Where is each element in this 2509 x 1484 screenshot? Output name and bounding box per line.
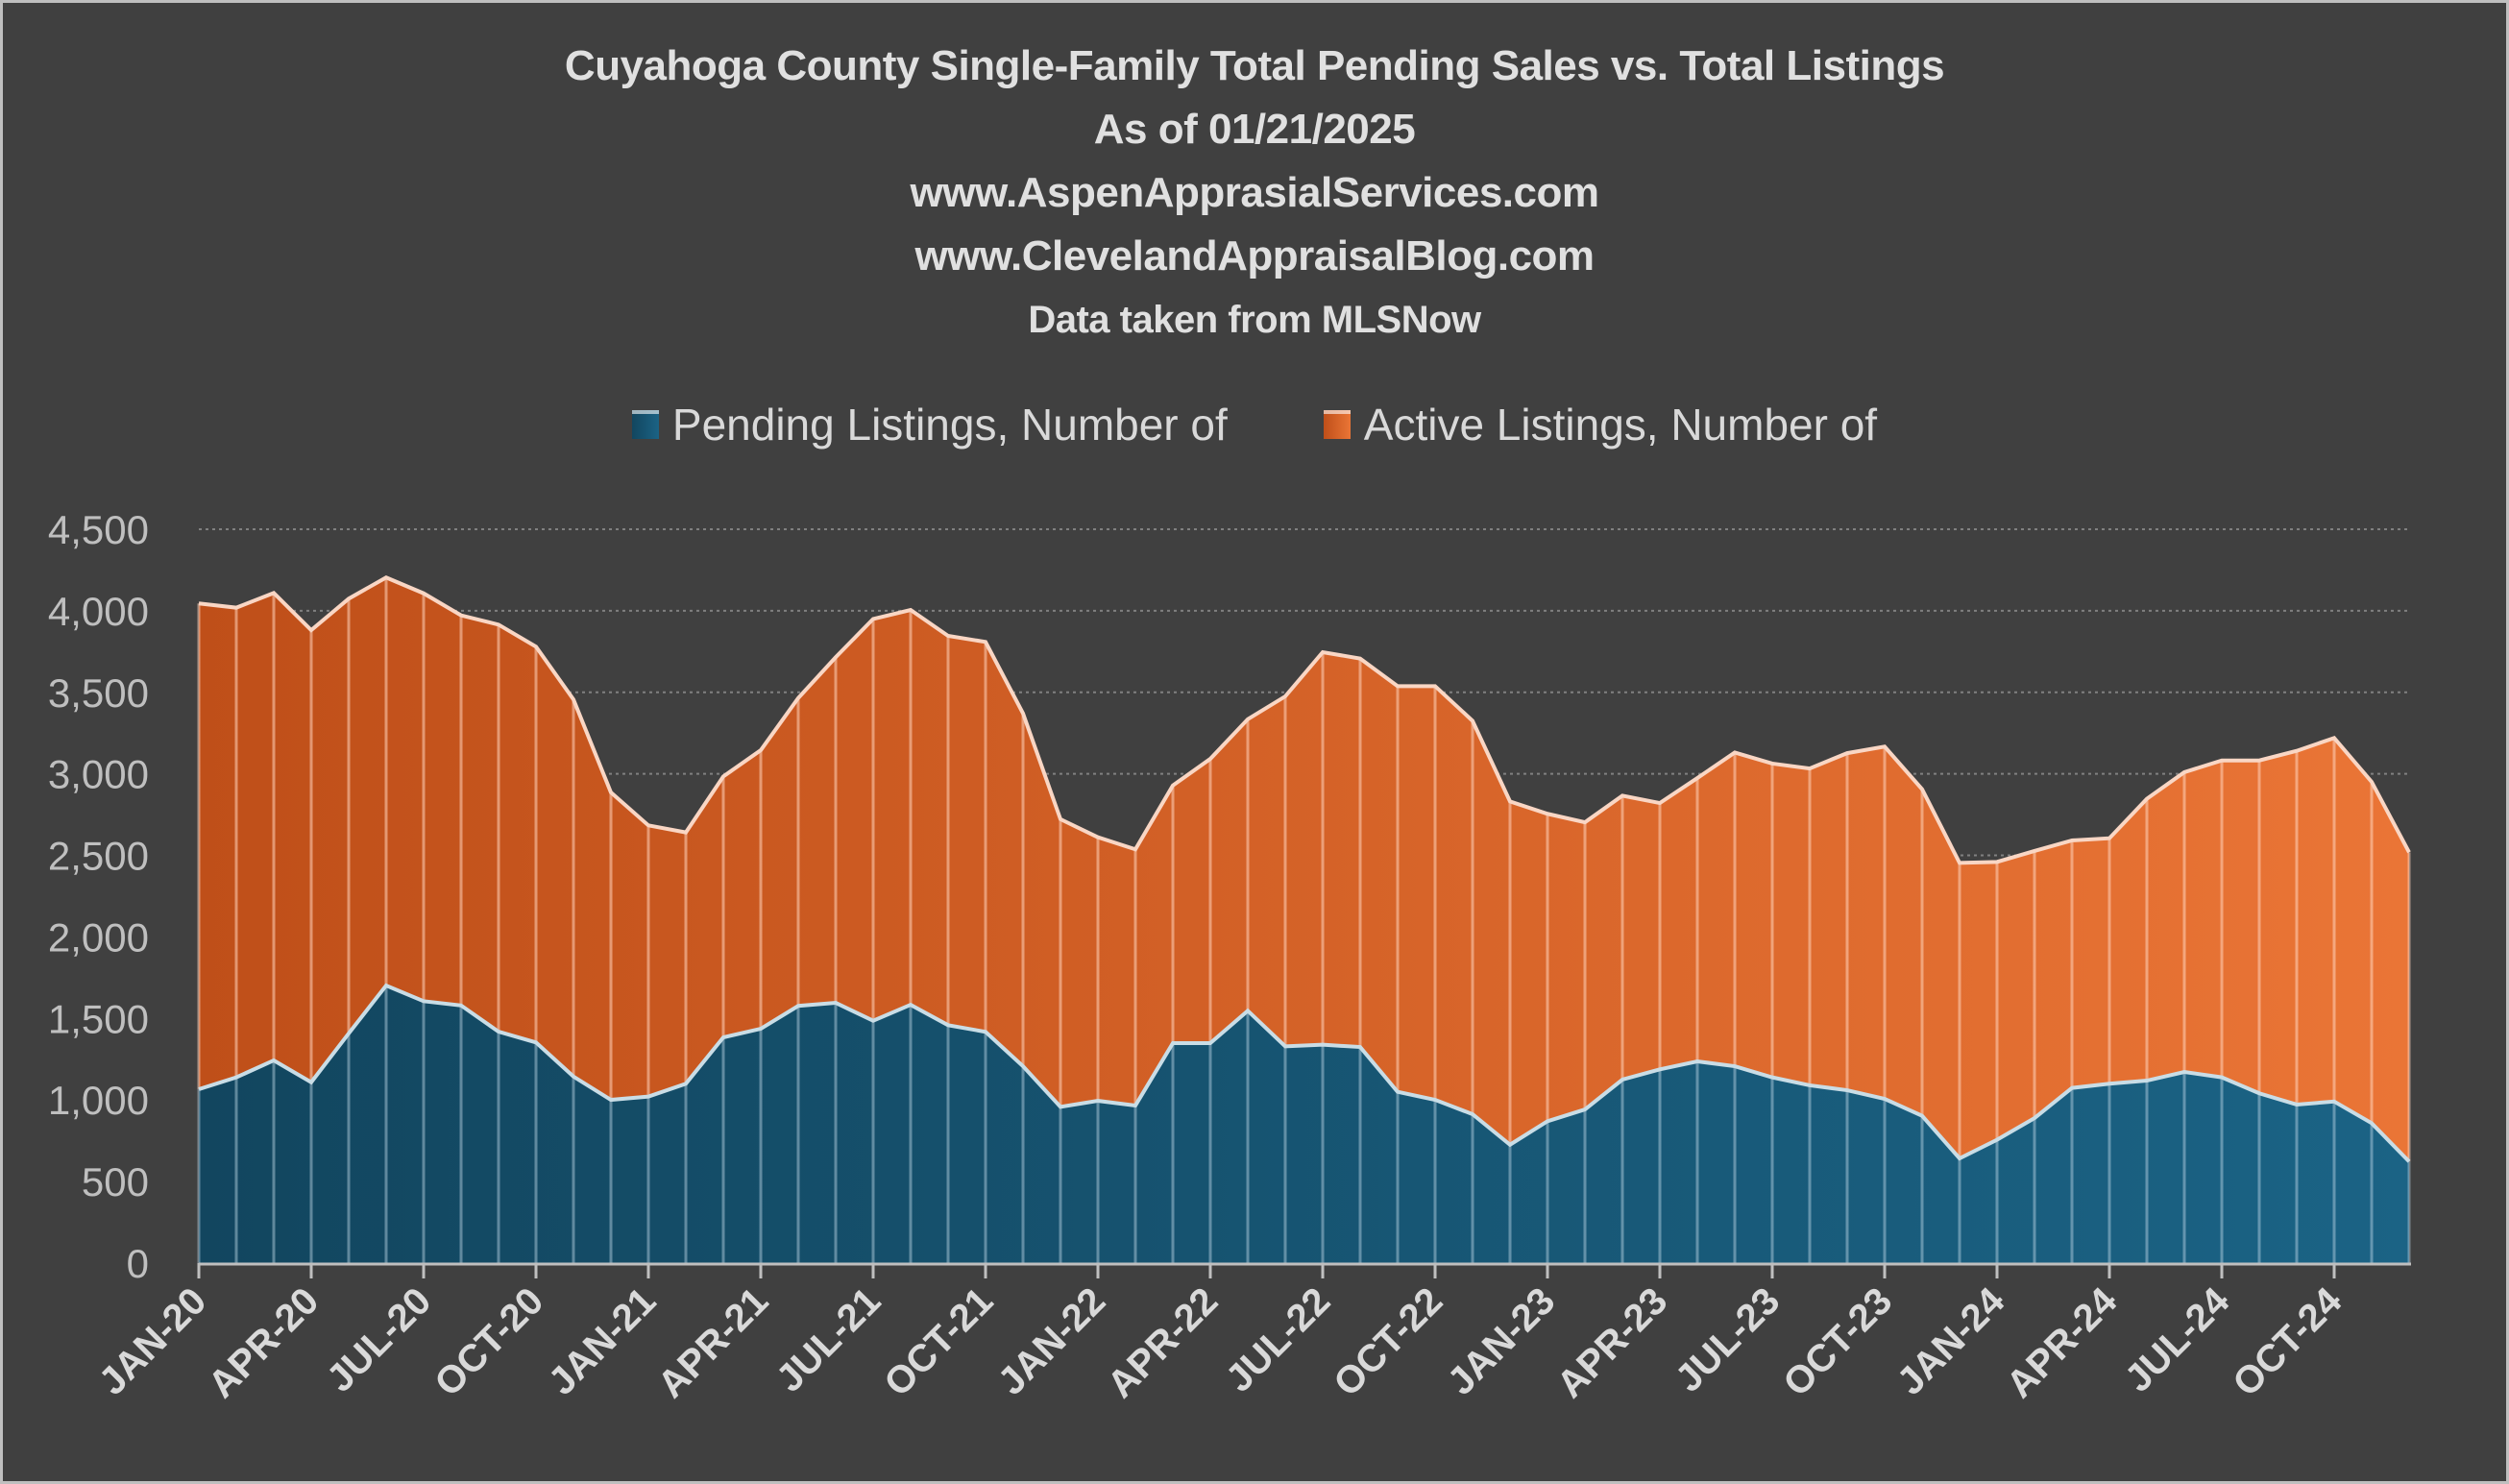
y-tick-label: 1,000	[48, 1078, 149, 1123]
drop-lines	[197, 577, 2411, 1263]
active-listings-top-line	[198, 575, 2411, 865]
x-tick-label: JAN-24	[1889, 1279, 2013, 1403]
x-tick-label: JUL-20	[319, 1279, 439, 1399]
y-tick-label: 4,500	[48, 507, 149, 552]
x-tick-label: JUL-21	[768, 1279, 889, 1399]
y-tick-label: 0	[127, 1241, 149, 1286]
legend-item-pending[interactable]: Pending Listings, Number of	[631, 399, 1228, 450]
y-tick-label: 1,500	[48, 996, 149, 1041]
pending-listings-area[interactable]	[199, 985, 2409, 1263]
legend-label-pending: Pending Listings, Number of	[671, 400, 1228, 450]
chart-subtitle-source: Data taken from MLSNow	[1028, 299, 1481, 341]
x-tick-label: APR-24	[1999, 1279, 2126, 1406]
legend-label-active: Active Listings, Number of	[1363, 400, 1878, 450]
chart-legend: Pending Listings, Number of Active Listi…	[0, 399, 2509, 450]
x-tick-label: APR-21	[650, 1279, 777, 1406]
x-tick-label: JUL-23	[1668, 1279, 1788, 1399]
x-tick-label: OCT-23	[1775, 1279, 1900, 1404]
chart-subtitle-website-2: www.ClevelandAppraisalBlog.com	[914, 232, 1595, 280]
x-tick-label: APR-23	[1549, 1279, 1676, 1406]
legend-swatch-active-icon	[1323, 410, 1351, 439]
x-tick-label: JUL-22	[1218, 1279, 1338, 1399]
x-tick-label: JAN-23	[1440, 1279, 1564, 1403]
chart-subtitle-website-1: www.AspenApprasialServices.com	[910, 169, 1600, 216]
y-tick-label: 4,000	[48, 589, 149, 634]
chart-subtitle-date: As of 01/21/2025	[1093, 106, 1416, 153]
legend-item-active[interactable]: Active Listings, Number of	[1323, 399, 1878, 450]
y-tick-label: 3,500	[48, 670, 149, 716]
x-tick-label: OCT-20	[426, 1279, 551, 1404]
y-tick-label: 2,000	[48, 914, 149, 960]
y-axis-labels: 0 500 1,000 1,500 2,000 2,500 3,000 3,500 4,000 4…	[48, 507, 149, 1286]
x-tick-label: JUL-24	[2117, 1279, 2238, 1400]
y-tick-label: 500	[82, 1159, 149, 1204]
x-tick-label: OCT-21	[876, 1279, 1001, 1404]
x-tick-label: JAN-21	[541, 1279, 665, 1403]
x-tick-label: OCT-24	[2225, 1279, 2351, 1405]
y-tick-label: 2,500	[48, 834, 149, 879]
x-tick-label: JAN-20	[91, 1279, 215, 1403]
x-axis: JAN-20APR-20JUL-20OCT-20JAN-21APR-21JUL-…	[91, 1262, 2411, 1406]
pending-listings-top-line	[198, 983, 2411, 1163]
chart-title-block: Cuyahoga County Single-Family Total Pend…	[0, 35, 2509, 352]
x-tick-label: APR-20	[201, 1279, 328, 1406]
x-tick-label: OCT-22	[1326, 1279, 1450, 1404]
x-tick-label: JAN-22	[990, 1279, 1114, 1403]
y-tick-label: 3,000	[48, 752, 149, 797]
chart-title: Cuyahoga County Single-Family Total Pend…	[564, 42, 1945, 89]
x-tick-label: APR-22	[1100, 1279, 1227, 1406]
legend-swatch-pending-icon	[631, 410, 659, 439]
